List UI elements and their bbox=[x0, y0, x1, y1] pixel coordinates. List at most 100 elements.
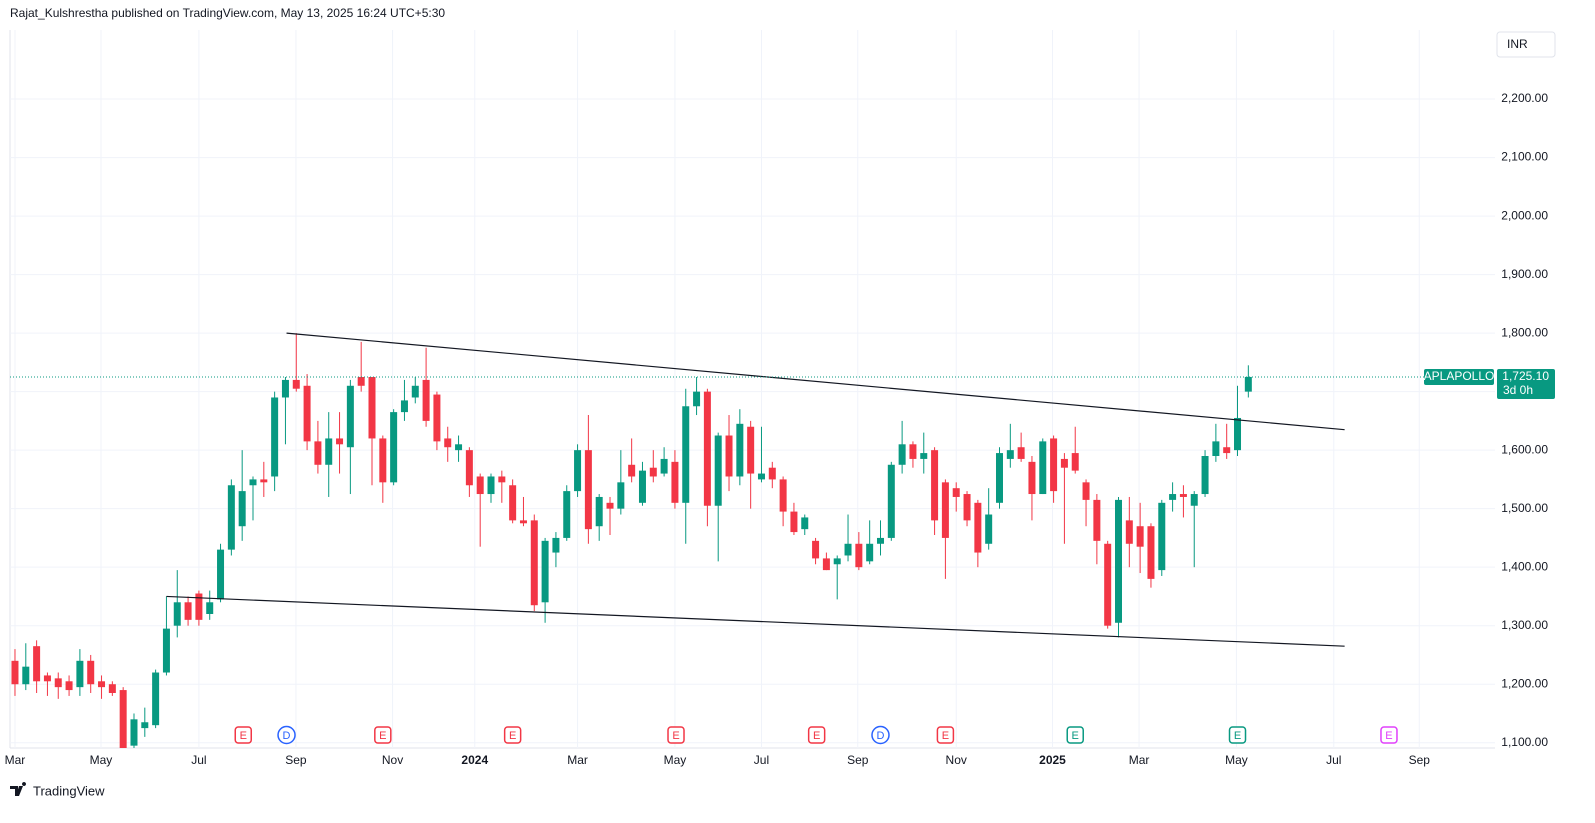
candle-body bbox=[1017, 447, 1025, 459]
candle-body bbox=[433, 394, 441, 442]
event-label: E bbox=[379, 730, 386, 742]
currency-box[interactable] bbox=[1496, 31, 1556, 58]
y-tick-label: 1,200.00 bbox=[1501, 676, 1548, 690]
candle-body bbox=[206, 602, 214, 614]
event-marker[interactable]: E bbox=[1228, 726, 1247, 744]
event-marker[interactable]: E bbox=[503, 726, 522, 744]
candle-body bbox=[584, 450, 592, 530]
candle-body bbox=[1006, 450, 1014, 459]
event-label: E bbox=[813, 730, 820, 742]
event-label: E bbox=[942, 730, 949, 742]
currency: INR bbox=[1507, 37, 1528, 51]
candle-body bbox=[541, 540, 549, 603]
candle-body bbox=[1190, 494, 1198, 506]
event-label: D bbox=[877, 730, 885, 742]
candle-body bbox=[22, 666, 30, 685]
candle-body bbox=[563, 491, 571, 538]
candle-body bbox=[963, 494, 971, 521]
event-marker[interactable]: E bbox=[234, 726, 253, 744]
event-marker[interactable]: E bbox=[1066, 726, 1084, 744]
event-icon bbox=[871, 725, 890, 745]
candle-body bbox=[974, 502, 982, 553]
x-tick-label: May bbox=[664, 753, 687, 767]
event-marker[interactable]: E bbox=[1380, 726, 1398, 744]
event-icon bbox=[1066, 726, 1084, 744]
candle-body bbox=[952, 488, 960, 497]
candle-body bbox=[595, 496, 603, 527]
candle-body bbox=[909, 444, 917, 459]
candle-body bbox=[411, 385, 419, 398]
price-label: 1,725.10 bbox=[1502, 369, 1549, 383]
candle-body bbox=[703, 391, 711, 506]
candle-body bbox=[628, 464, 636, 477]
event-marker[interactable]: D bbox=[277, 725, 296, 745]
y-tick-label: 1,400.00 bbox=[1501, 559, 1548, 573]
candle-body bbox=[1179, 494, 1187, 497]
candle-body bbox=[141, 722, 149, 729]
event-icon bbox=[1228, 726, 1247, 744]
candle-body bbox=[400, 400, 408, 413]
candle-body bbox=[325, 438, 333, 465]
candle-body bbox=[1039, 441, 1047, 495]
x-tick-label: Jul bbox=[1326, 753, 1341, 767]
candle-body bbox=[779, 479, 787, 512]
y-tick-label: 1,900.00 bbox=[1501, 267, 1548, 281]
candle-body bbox=[1071, 453, 1079, 471]
y-tick-label: 2,100.00 bbox=[1501, 150, 1548, 164]
event-marker[interactable]: E bbox=[807, 726, 826, 744]
candle-body bbox=[76, 660, 84, 688]
candle-body bbox=[1136, 526, 1144, 547]
candle-body bbox=[941, 482, 949, 538]
candle-body bbox=[876, 537, 884, 544]
x-tick-label: Nov bbox=[382, 753, 403, 767]
y-tick-label: 1,800.00 bbox=[1501, 325, 1548, 339]
candle-body bbox=[822, 558, 830, 571]
x-tick-label: 2025 bbox=[1039, 753, 1066, 767]
x-tick-label: May bbox=[1225, 753, 1248, 767]
event-marker[interactable]: D bbox=[871, 725, 890, 745]
candle-body bbox=[887, 464, 895, 538]
candle-body bbox=[855, 543, 863, 568]
candle-body bbox=[995, 453, 1003, 503]
candle-body bbox=[920, 453, 928, 459]
candle-body bbox=[985, 514, 993, 544]
candle-body bbox=[801, 517, 809, 530]
x-tick-label: Sep bbox=[285, 753, 307, 767]
candle-body bbox=[476, 476, 484, 495]
candle-body bbox=[790, 511, 798, 533]
candle-body bbox=[768, 467, 776, 480]
candle-body bbox=[11, 660, 19, 685]
symbol-label-box bbox=[1424, 368, 1494, 385]
y-tick-label: 1,100.00 bbox=[1501, 735, 1548, 749]
candle-body bbox=[714, 435, 722, 506]
event-marker[interactable]: E bbox=[667, 726, 685, 744]
grid bbox=[10, 30, 1495, 748]
symbol-label: APLAPOLLO bbox=[1424, 369, 1495, 383]
candle-body bbox=[1093, 499, 1101, 541]
brand-logo bbox=[10, 782, 27, 796]
event-marker[interactable]: E bbox=[936, 726, 955, 744]
candle-body bbox=[422, 379, 430, 421]
countdown-label: 3d 0h bbox=[1503, 383, 1533, 397]
candle-body bbox=[498, 476, 506, 483]
candle-body bbox=[87, 660, 95, 685]
candle-body bbox=[346, 385, 354, 448]
candle-body bbox=[682, 406, 690, 503]
x-tick-label: Sep bbox=[847, 753, 869, 767]
candle-body bbox=[65, 681, 73, 691]
candle-body bbox=[336, 438, 344, 445]
event-label: E bbox=[672, 730, 679, 742]
candle-body bbox=[108, 684, 116, 693]
candle-body bbox=[519, 520, 527, 524]
trendline bbox=[286, 332, 1345, 431]
candle-body bbox=[43, 675, 51, 682]
event-marker[interactable]: E bbox=[374, 726, 392, 744]
candle-body bbox=[357, 377, 365, 386]
candle-body bbox=[314, 441, 322, 465]
event-label: E bbox=[1385, 730, 1392, 742]
candle-body bbox=[747, 426, 755, 474]
candle-body bbox=[812, 540, 820, 559]
candle-body bbox=[238, 491, 246, 527]
